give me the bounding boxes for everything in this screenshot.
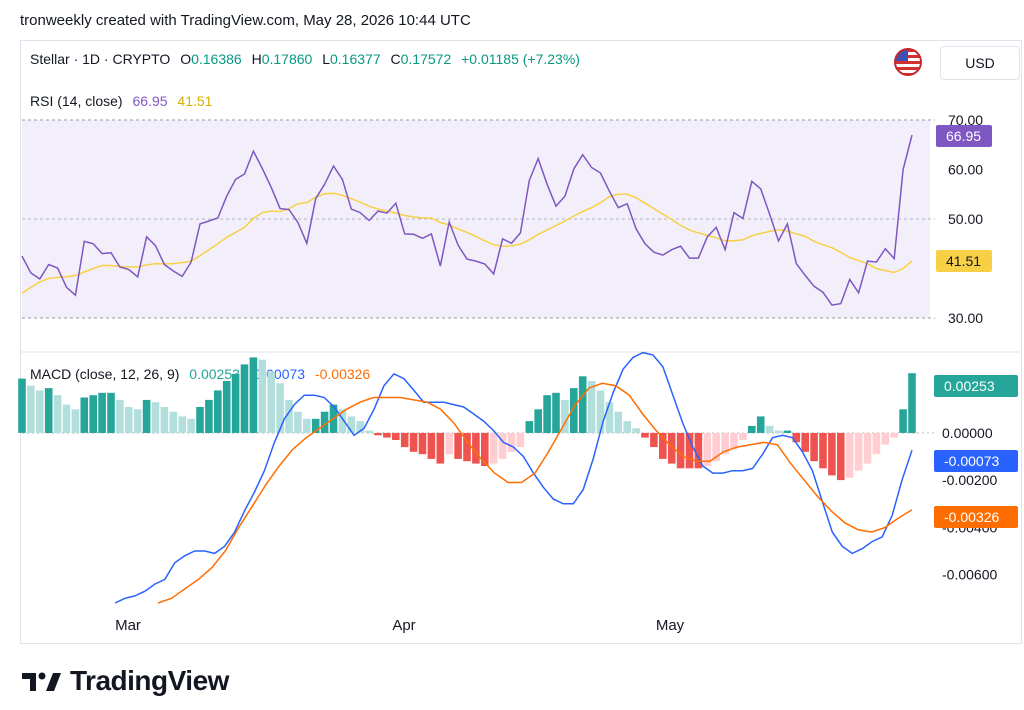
low-value: 0.16377 <box>330 51 381 67</box>
high-label: H <box>251 51 262 67</box>
rsi-legend[interactable]: RSI (14, close) 66.95 41.51 <box>30 93 212 109</box>
close-label: C <box>390 51 401 67</box>
close-value: 0.17572 <box>400 51 452 67</box>
rsi-ma-legend-value: 41.51 <box>177 93 213 109</box>
tradingview-logo-icon <box>22 672 61 691</box>
macd-legend[interactable]: MACD (close, 12, 26, 9) 0.00253 -0.00073… <box>30 366 370 382</box>
symbol-name[interactable]: Stellar · 1D · CRYPTO <box>30 51 171 67</box>
chart-frame <box>20 40 1022 644</box>
high-value: 0.17860 <box>261 51 313 67</box>
currency-selector[interactable]: USD <box>940 46 1020 80</box>
currency-label: USD <box>965 55 995 71</box>
rsi-title: RSI (14, close) <box>30 93 123 109</box>
macd-signal-legend-value: -0.00326 <box>314 366 371 382</box>
tradingview-logo: TradingView <box>22 665 229 697</box>
change-value: +0.01185 (+7.23%) <box>461 51 580 67</box>
open-label: O <box>180 51 192 67</box>
rsi-legend-value: 66.95 <box>132 93 168 109</box>
brand-name: TradingView <box>70 665 229 696</box>
symbol-ohlc-bar: Stellar · 1D · CRYPTO O0.16386 H0.17860 … <box>30 51 580 67</box>
macd-title: MACD (close, 12, 26, 9) <box>30 366 180 382</box>
macd-hist-legend-value: 0.00253 <box>189 366 240 382</box>
open-value: 0.16386 <box>191 51 242 67</box>
macd-line-legend-value: -0.00073 <box>249 366 306 382</box>
us-flag-icon[interactable] <box>893 47 923 77</box>
low-label: L <box>322 51 330 67</box>
chart-caption: tronweekly created with TradingView.com,… <box>20 12 471 29</box>
